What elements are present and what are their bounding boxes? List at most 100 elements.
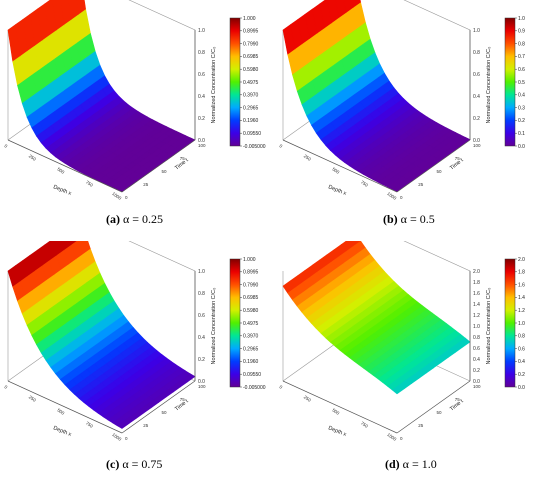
colorbar-tick-label: 0.0: [518, 385, 525, 391]
z-tick-label: 0.4: [473, 94, 480, 100]
z-tick-label: 0.8: [473, 335, 480, 341]
z-tick-label: 0.6: [198, 72, 205, 78]
colorbar-tick-label: -0.005000: [243, 385, 266, 391]
t-tick-label: 25: [143, 182, 149, 187]
surface-mesh: [282, 241, 471, 395]
z-tick-label: 0.0: [473, 379, 480, 385]
colorbar-tick-label: 0.8995: [243, 270, 259, 276]
z-tick-label: 1.2: [473, 313, 480, 319]
x-tick-label: 1000: [386, 432, 397, 441]
panel-d: 0 250 500 750 1000 0 25 50 75 100 0.0 0.2 0.4 0.6 0.8 1…: [275, 241, 550, 482]
caption-label: (d): [385, 457, 400, 471]
z-tick-label: 0.2: [198, 357, 205, 363]
t-tick-label: 50: [162, 410, 168, 415]
caption-param: α = 0.75: [122, 457, 163, 471]
z-tick-label: 0.6: [473, 346, 480, 352]
x-tick-label: 750: [360, 420, 369, 429]
caption-a: (a) α = 0.25: [106, 212, 163, 227]
x-axis-line: [282, 380, 398, 434]
t-tick-label: 100: [198, 384, 206, 389]
x-tick-label: 500: [56, 166, 65, 175]
x-tick-label: 0: [3, 384, 8, 390]
x-axis-label: Depth x: [327, 184, 347, 197]
x-tick-label: 1000: [111, 432, 122, 441]
x-tick-label: 250: [28, 394, 37, 403]
colorbar-tick-label: 0.8: [518, 41, 525, 47]
colorbar-tick-label: 0.2965: [243, 105, 259, 111]
surface-mesh: [7, 241, 196, 429]
colorbar-tick-label: -0.005000: [243, 144, 266, 150]
colorbar-tick-label: 0.2: [518, 372, 525, 378]
colorbar-tick-label: 1.000: [243, 257, 256, 263]
t-tick-label: 25: [143, 423, 149, 428]
t-tick-label: 0: [125, 195, 128, 200]
x-axis-label: Depth x: [327, 425, 347, 438]
x-tick-label: 750: [85, 179, 94, 188]
z-tick-label: 1.0: [198, 269, 205, 275]
panel-b: 0 250 500 750 1000 0 25 50 75 100 0.0 0.2 0.4 0.6 0.8 1…: [275, 0, 550, 241]
colorbar-tick-label: 0.7990: [243, 41, 259, 47]
t-axis-line: [396, 139, 471, 193]
colorbar-tick-label: 0.7: [518, 54, 525, 60]
x-tick-label: 750: [360, 179, 369, 188]
x-axis-line: [7, 139, 123, 193]
colorbar-tick-label: 2.0: [518, 257, 525, 263]
colorbar-tick-label: 0.5: [518, 80, 525, 86]
x-axis-label: Depth x: [52, 425, 72, 438]
front-axes: [7, 271, 196, 434]
colorbar-tick-label: 0.09550: [243, 372, 261, 378]
panel-c: 0 250 500 750 1000 0 25 50 75 100 0.0 0.2 0.4 0.6 0.8 1…: [0, 241, 275, 482]
caption-label: (a): [106, 212, 120, 226]
t-tick-label: 50: [162, 169, 168, 174]
colorbar: [229, 258, 241, 388]
x-tick-label: 500: [331, 166, 340, 175]
colorbar-tick-label: 1.0: [518, 321, 525, 327]
x-tick-label: 1000: [386, 191, 397, 200]
colorbar-tick-label: 0.4975: [243, 80, 259, 86]
x-axis-label: Depth x: [52, 184, 72, 197]
t-axis-label: Time t: [449, 157, 465, 171]
z-tick-label: 0.6: [198, 313, 205, 319]
colorbar-tick-label: 1.2: [518, 308, 525, 314]
x-axis-line: [282, 139, 398, 193]
t-axis-line: [121, 139, 196, 193]
colorbar-tick-label: 0.1960: [243, 118, 259, 124]
t-axis-line: [121, 380, 196, 434]
colorbar-tick-label: 0.2: [518, 118, 525, 124]
colorbar-tick-label: 0.4: [518, 359, 525, 365]
z-tick-label: 0.4: [473, 357, 480, 363]
surface-mesh: [282, 0, 471, 192]
surface-cell: [116, 420, 130, 429]
z-axis-label: Normalized Concentration C/C₀: [486, 47, 492, 124]
caption-label: (c): [106, 457, 120, 471]
x-tick-label: 1000: [111, 191, 122, 200]
t-tick-label: 75: [455, 397, 461, 402]
z-tick-label: 0.4: [198, 94, 205, 100]
z-tick-label: 0.6: [473, 72, 480, 78]
x-tick-label: 250: [28, 153, 37, 162]
colorbar-tick-label: 0.3: [518, 105, 525, 111]
x-tick-label: 500: [331, 407, 340, 416]
z-tick-label: 1.4: [473, 302, 480, 308]
t-tick-label: 0: [400, 436, 403, 441]
t-axis-label: Time t: [174, 157, 190, 171]
x-tick-label: 250: [303, 394, 312, 403]
z-tick-label: 1.8: [473, 280, 480, 286]
z-axis-label: Normalized Concentration C/C₀: [211, 288, 217, 365]
colorbar-tick-label: 0.6: [518, 67, 525, 73]
t-tick-label: 100: [473, 143, 481, 148]
colorbar-tick-label: 1.000: [243, 16, 256, 22]
z-axis-label: Normalized Concentration C/C₀: [211, 47, 217, 124]
surface-mesh: [7, 0, 196, 193]
z-tick-label: 0.2: [473, 116, 480, 122]
colorbar: [229, 17, 241, 147]
colorbar-tick-label: 0.0: [518, 144, 525, 150]
colorbar-tick-label: 0.09550: [243, 131, 261, 137]
t-tick-label: 75: [180, 397, 186, 402]
colorbar-tick-label: 0.5980: [243, 67, 259, 73]
z-tick-label: 0.8: [473, 50, 480, 56]
colorbar-tick-label: 0.8: [518, 334, 525, 340]
